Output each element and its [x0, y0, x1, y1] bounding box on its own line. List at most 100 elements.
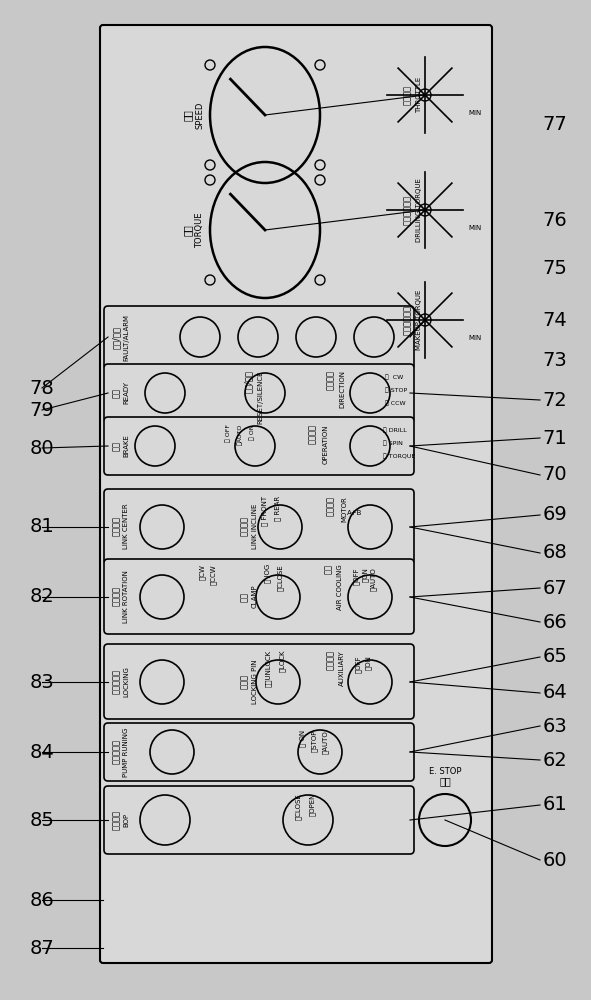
- FancyBboxPatch shape: [104, 364, 414, 422]
- Text: 75: 75: [543, 258, 567, 277]
- Text: DIRECTION: DIRECTION: [339, 370, 345, 408]
- Text: 吊环倾斜: 吊环倾斜: [239, 516, 248, 536]
- Text: AUXILIARY: AUXILIARY: [339, 650, 345, 686]
- Text: 80: 80: [30, 438, 54, 458]
- Text: E. STOP: E. STOP: [428, 767, 461, 776]
- Text: MIN: MIN: [468, 335, 481, 341]
- Text: 旋 SPIN: 旋 SPIN: [383, 440, 403, 446]
- Text: 81: 81: [30, 518, 54, 536]
- Text: 关CLOSE: 关CLOSE: [295, 793, 301, 820]
- Text: 转速设定: 转速设定: [402, 85, 411, 105]
- Text: 73: 73: [543, 351, 567, 369]
- Text: 69: 69: [543, 506, 567, 524]
- Text: 开ON: 开ON: [365, 655, 371, 670]
- Text: LINK ROTATION: LINK ROTATION: [123, 570, 129, 623]
- Text: 松开UNLOCK: 松开UNLOCK: [265, 650, 271, 687]
- Text: 风机: 风机: [323, 564, 333, 574]
- Text: 转作选择: 转作选择: [307, 424, 317, 444]
- Text: 70: 70: [543, 466, 567, 485]
- Text: 82: 82: [30, 587, 54, 606]
- Text: PUMP RUNING: PUMP RUNING: [123, 727, 129, 777]
- FancyBboxPatch shape: [104, 489, 414, 564]
- FancyBboxPatch shape: [104, 306, 414, 369]
- Text: 电机选择: 电机选择: [326, 496, 335, 516]
- Text: 77: 77: [543, 115, 567, 134]
- Text: 68: 68: [543, 544, 567, 562]
- Text: 后 REAR: 后 REAR: [275, 496, 281, 521]
- FancyBboxPatch shape: [104, 723, 414, 781]
- Text: 背钳: 背钳: [239, 591, 248, 601]
- Text: 87: 87: [30, 938, 54, 958]
- Text: 刹车: 刹车: [112, 441, 121, 451]
- Text: 79: 79: [30, 400, 54, 420]
- Text: SPEED: SPEED: [196, 101, 204, 129]
- Text: 反CCW: 反CCW: [210, 564, 216, 585]
- Text: 64: 64: [543, 684, 567, 702]
- Text: LINK INCLINE: LINK INCLINE: [252, 504, 258, 549]
- Text: 钻 DRILL: 钻 DRILL: [383, 427, 407, 433]
- Text: 内防喷器: 内防喷器: [112, 810, 121, 830]
- Text: 关OFF: 关OFF: [355, 655, 361, 673]
- Text: 旋转方向: 旋转方向: [326, 370, 335, 390]
- Text: 停STOP: 停STOP: [311, 730, 317, 752]
- Text: 前 FRONT: 前 FRONT: [262, 496, 268, 526]
- Text: 开ON: 开ON: [362, 567, 368, 582]
- FancyBboxPatch shape: [104, 559, 414, 634]
- Text: THROTTLE: THROTTLE: [416, 77, 422, 113]
- Text: MIN: MIN: [468, 225, 481, 231]
- Text: 自AUTO: 自AUTO: [237, 424, 243, 445]
- Text: DRILLING TORQUE: DRILLING TORQUE: [416, 178, 422, 242]
- Text: 吊环回转: 吊环回转: [112, 586, 121, 606]
- Text: 钻井扭矩限定: 钻井扭矩限定: [402, 195, 411, 225]
- Text: 71: 71: [543, 428, 567, 448]
- Text: 停 OFF: 停 OFF: [225, 424, 231, 442]
- Text: LOCKING PIN: LOCKING PIN: [252, 659, 258, 704]
- Text: 74: 74: [543, 310, 567, 330]
- Text: 84: 84: [30, 742, 54, 762]
- Text: 63: 63: [543, 716, 567, 736]
- Text: 85: 85: [30, 810, 54, 830]
- Text: READY: READY: [123, 381, 129, 404]
- Text: FAULT/ALARM: FAULT/ALARM: [123, 314, 129, 361]
- Text: 正  CW: 正 CW: [385, 374, 403, 380]
- Text: MIN: MIN: [468, 110, 481, 116]
- Text: 液压泵运行: 液压泵运行: [112, 740, 121, 764]
- Text: 回转头锁紧: 回转头锁紧: [112, 669, 121, 694]
- Text: LINK CENTER: LINK CENTER: [123, 504, 129, 549]
- Text: 扭矩: 扭矩: [183, 224, 193, 236]
- Text: 扭 TORQUE: 扭 TORQUE: [383, 453, 415, 459]
- Text: MOTOR: MOTOR: [341, 496, 347, 522]
- Text: 86: 86: [30, 890, 54, 910]
- Text: CLAMP: CLAMP: [252, 585, 258, 608]
- Text: 锁紧销: 锁紧销: [239, 674, 248, 689]
- Text: 吊环中立: 吊环中立: [112, 516, 121, 536]
- Text: 故障/报警: 故障/报警: [112, 326, 121, 349]
- FancyBboxPatch shape: [100, 25, 492, 963]
- Text: OPERATION: OPERATION: [323, 424, 329, 464]
- FancyBboxPatch shape: [104, 644, 414, 719]
- Text: 就绪: 就绪: [112, 388, 121, 398]
- Text: BOP: BOP: [123, 813, 129, 827]
- Text: 65: 65: [543, 648, 567, 666]
- FancyBboxPatch shape: [104, 786, 414, 854]
- FancyBboxPatch shape: [104, 417, 414, 475]
- Text: 反 CCW: 反 CCW: [385, 400, 405, 406]
- Text: 78: 78: [30, 378, 54, 397]
- Text: 夹CLOSE: 夹CLOSE: [277, 564, 283, 591]
- Text: 66: 66: [543, 612, 567, 632]
- Text: 上扣扭矩限定: 上扣扭矩限定: [402, 305, 411, 335]
- Text: 自AUTO: 自AUTO: [322, 730, 329, 754]
- Text: 开OPEN: 开OPEN: [309, 793, 316, 816]
- Text: 转速: 转速: [183, 109, 193, 121]
- Text: 动 ON: 动 ON: [249, 424, 255, 440]
- Text: RESET/SILENCE: RESET/SILENCE: [257, 370, 263, 424]
- Text: 60: 60: [543, 850, 567, 869]
- Text: 辅助操作: 辅助操作: [326, 650, 335, 670]
- Text: 前 ON: 前 ON: [300, 730, 306, 747]
- Text: MAKEUP TORQUE: MAKEUP TORQUE: [416, 290, 422, 350]
- Text: 复位/静音: 复位/静音: [243, 370, 252, 393]
- Text: TORQUE: TORQUE: [196, 212, 204, 248]
- Text: 锁LOCK: 锁LOCK: [279, 650, 285, 672]
- Text: A+B: A+B: [348, 510, 363, 516]
- Text: 正CW: 正CW: [199, 564, 205, 580]
